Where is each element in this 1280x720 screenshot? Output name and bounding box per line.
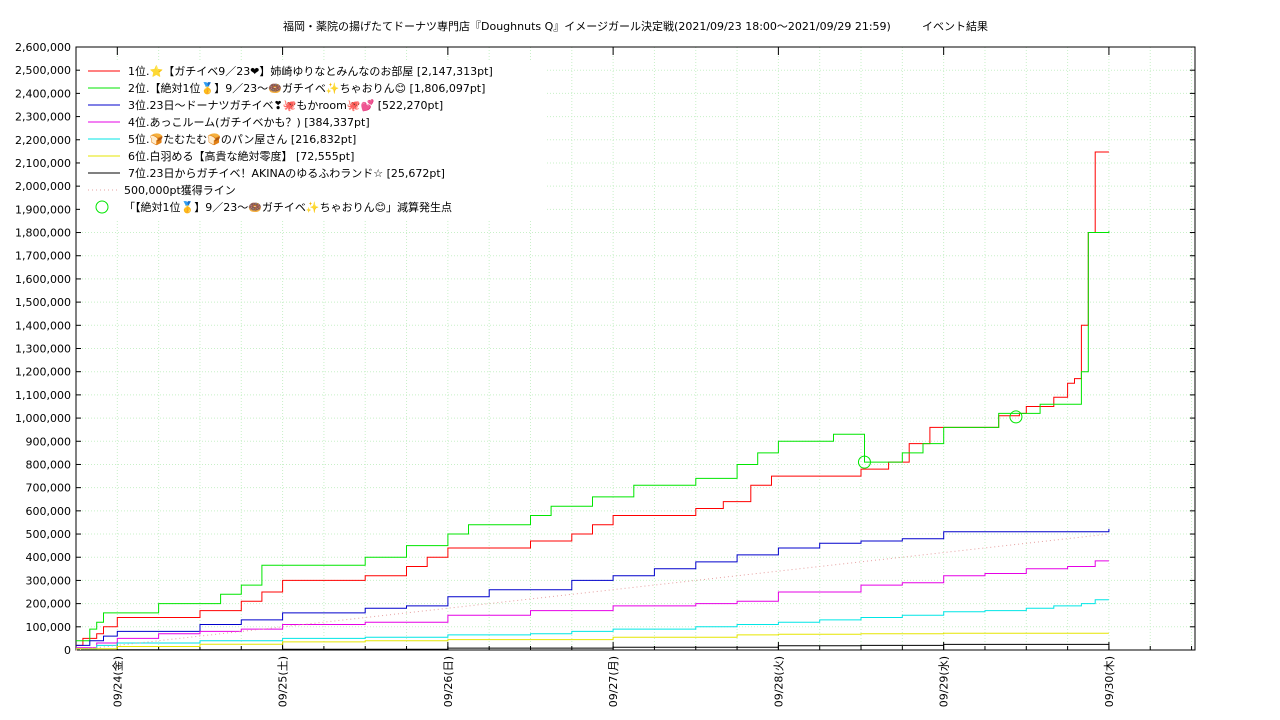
y-tick-label: 1,900,000 — [15, 203, 71, 216]
y-tick-label: 0 — [64, 644, 71, 657]
legend: 1位.⭐【ガチイベ9／23❤】姉崎ゆりなとみんなのお部屋 [2,147,313p… — [80, 60, 545, 220]
x-tick-label: 09/25(土) — [277, 656, 290, 707]
y-tick-label: 1,200,000 — [15, 366, 71, 379]
chart-title: 福岡・薬院の揚げたてドーナツ専門店『Doughnuts Q』イメージガール決定戦… — [283, 19, 891, 33]
y-tick-label: 600,000 — [26, 505, 72, 518]
x-tick-label: 09/28(火) — [772, 656, 785, 707]
legend-label-annotation: 「【絶対1位🥇】9／23〜🍩ガチイベ✨ちゃおりん😊」減算発生点 — [124, 200, 452, 214]
chart-subtitle: イベント結果 — [922, 19, 988, 33]
series-line-1 — [76, 151, 1109, 646]
legend-label-4: 4位.あっこルーム(ガチイベかも？) [384,337pt] — [128, 115, 370, 129]
series-line-7 — [76, 643, 1110, 651]
y-tick-label: 2,300,000 — [15, 111, 71, 124]
x-tick-label: 09/24(金) — [110, 656, 124, 707]
series-line-2 — [76, 231, 1110, 642]
y-tick-label: 300,000 — [26, 574, 72, 587]
y-tick-label: 1,400,000 — [15, 319, 71, 332]
legend-label-3: 3位.23日〜ドーナツガチイベ❣🐙もかroom🐙💕 [522,270pt] — [128, 98, 443, 112]
legend-label-5: 5位.🍞たむたむ🍞のパン屋さん [216,832pt] — [128, 132, 356, 146]
plot-frame — [75, 46, 1196, 651]
series-line-6 — [76, 632, 1109, 650]
y-tick-label: 2,100,000 — [15, 157, 71, 170]
annotation-marker — [857, 455, 871, 469]
y-tick-label: 1,000,000 — [15, 412, 71, 425]
series-line-5 — [76, 599, 1109, 650]
series-line-8 — [75, 533, 1109, 651]
y-tick-label: 700,000 — [26, 482, 72, 495]
y-tick-label: 1,800,000 — [15, 227, 71, 240]
y-tick-label: 2,400,000 — [15, 87, 71, 100]
y-tick-label: 900,000 — [26, 435, 72, 448]
series-line-3 — [76, 528, 1110, 646]
y-tick-label: 1,100,000 — [15, 389, 71, 402]
y-tick-label: 500,000 — [26, 528, 72, 541]
x-tick-label: 09/29(水) — [938, 656, 951, 707]
annotations — [857, 410, 1023, 469]
annotation-marker — [1009, 410, 1023, 424]
legend-label-1: 1位.⭐【ガチイベ9／23❤】姉崎ゆりなとみんなのお部屋 [2,147,313p… — [128, 64, 493, 78]
axes: 0 100,000 200,000 300,000 400,000 500,000 600,… — [15, 41, 1196, 707]
x-tick-label: 09/26(日) — [442, 656, 455, 707]
legend-marker-annotation — [95, 200, 109, 214]
y-tick-label: 2,500,000 — [15, 64, 71, 77]
legend-label-6: 6位.白羽める【高貴な絶対零度】 [72,555pt] — [128, 149, 354, 163]
plot-area — [75, 151, 1110, 651]
y-tick-label: 400,000 — [26, 551, 72, 564]
y-tick-label: 2,600,000 — [15, 41, 71, 54]
legend-box — [80, 60, 545, 220]
y-tick-label: 200,000 — [26, 598, 72, 611]
y-tick-label: 1,300,000 — [15, 343, 71, 356]
series-line-4 — [76, 560, 1109, 649]
y-tick-label: 800,000 — [26, 458, 72, 471]
legend-label-8: 500,000pt獲得ライン — [124, 184, 236, 197]
y-tick-label: 100,000 — [26, 621, 72, 634]
legend-label-7: 7位.23日からガチイベ！AKINAのゆるふわランド☆ [25,672pt] — [128, 166, 445, 180]
x-tick-label: 09/27(月) — [607, 656, 620, 707]
legend-label-2: 2位.【絶対1位🥇】9／23〜🍩ガチイベ✨ちゃおりん😊 [1,806,097pt… — [128, 81, 485, 95]
y-tick-label: 1,500,000 — [15, 296, 71, 309]
x-tick-label: 09/30(木) — [1103, 656, 1116, 707]
y-tick-label: 2,200,000 — [15, 134, 71, 147]
y-tick-label: 1,700,000 — [15, 250, 71, 263]
y-tick-label: 1,600,000 — [15, 273, 71, 286]
y-tick-label: 2,000,000 — [15, 180, 71, 193]
